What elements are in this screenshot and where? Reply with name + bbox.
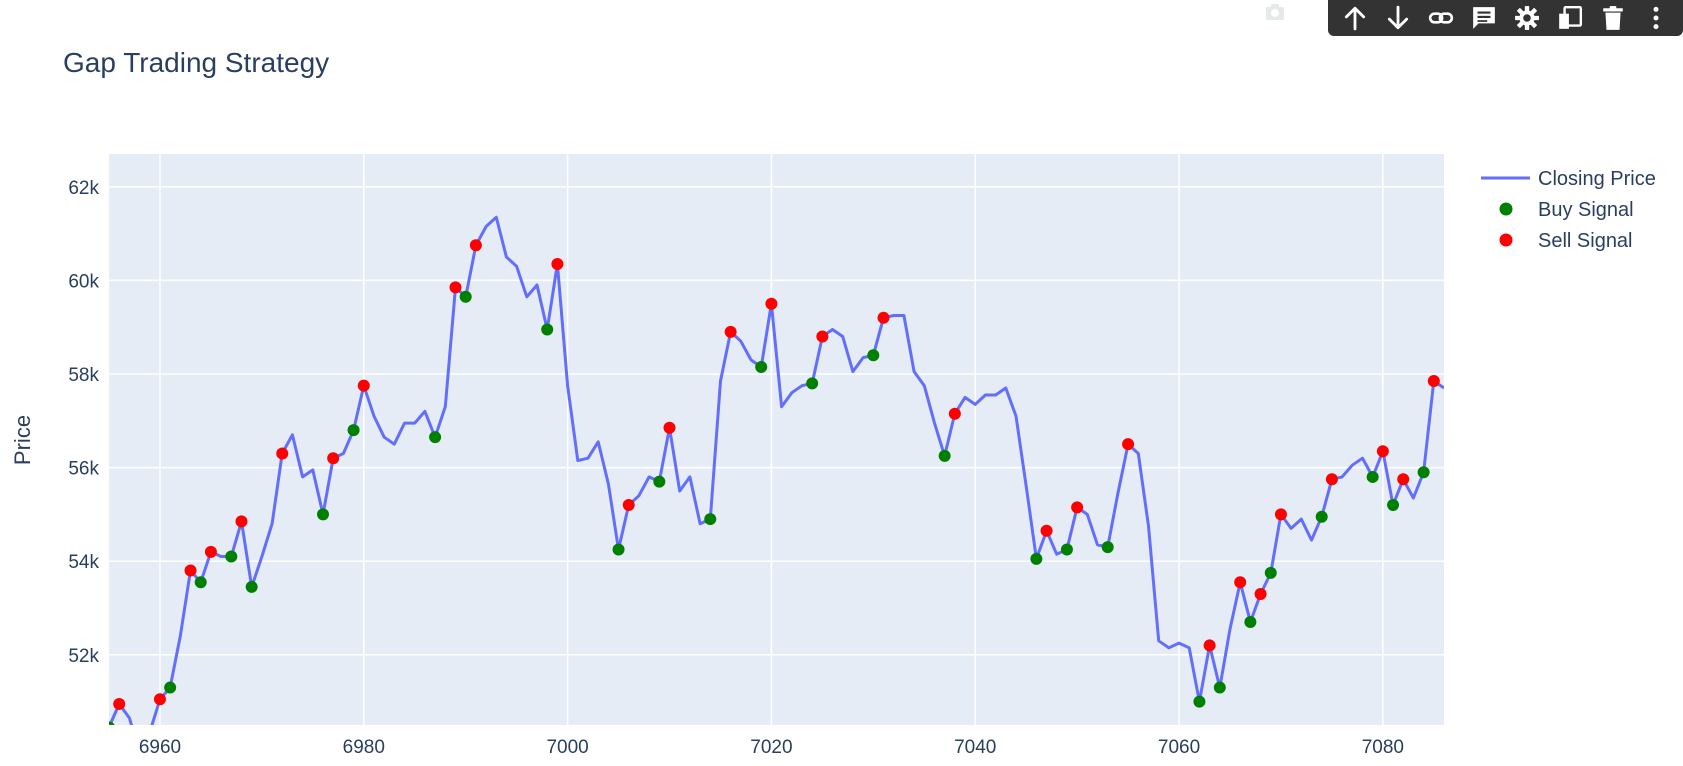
sell-signal-marker[interactable]: [204, 545, 217, 558]
sell-signal-marker[interactable]: [113, 697, 126, 710]
chart-title: Gap Trading Strategy: [63, 47, 329, 78]
sell-signal-marker[interactable]: [948, 407, 961, 420]
sell-signal-marker[interactable]: [622, 499, 635, 512]
trash-icon[interactable]: [1595, 2, 1631, 34]
buy-signal-marker[interactable]: [704, 513, 717, 526]
legend-label: Closing Price: [1538, 168, 1656, 190]
buy-signal-marker[interactable]: [755, 360, 768, 373]
sell-signal-marker[interactable]: [1254, 587, 1267, 600]
sell-signal-marker[interactable]: [449, 281, 462, 294]
x-tick-label: 7040: [954, 737, 996, 758]
buy-signal-marker[interactable]: [225, 550, 238, 563]
x-tick-label: 6960: [139, 737, 181, 758]
buy-signal-marker[interactable]: [612, 543, 625, 556]
sell-signal-marker[interactable]: [276, 447, 289, 460]
x-tick-label: 7060: [1158, 737, 1200, 758]
buy-signal-marker[interactable]: [1213, 681, 1226, 694]
y-tick-label: 60k: [68, 271, 99, 292]
more-vertical-icon[interactable]: [1638, 2, 1674, 34]
legend-item-sell-signal[interactable]: Sell Signal: [1499, 230, 1633, 252]
buy-signal-marker[interactable]: [1315, 510, 1328, 523]
y-tick-label: 56k: [68, 459, 99, 480]
buy-signal-marker[interactable]: [245, 580, 258, 593]
sell-signal-marker[interactable]: [663, 421, 676, 434]
sell-signal-marker[interactable]: [551, 257, 564, 270]
sell-signal-marker[interactable]: [1040, 524, 1053, 537]
link-icon[interactable]: [1423, 2, 1459, 34]
comment-icon[interactable]: [1466, 2, 1502, 34]
x-tick-label: 6980: [343, 737, 385, 758]
camera-icon[interactable]: [1260, 0, 1290, 24]
sell-signal-marker[interactable]: [153, 693, 166, 706]
buy-signal-marker[interactable]: [459, 290, 472, 303]
buy-signal-marker[interactable]: [1417, 466, 1430, 479]
y-tick-label: 52k: [68, 646, 99, 667]
x-tick-label: 7080: [1362, 737, 1404, 758]
sell-signal-marker[interactable]: [1203, 639, 1216, 652]
sell-signal-marker[interactable]: [1427, 374, 1440, 387]
copy-icon[interactable]: [1552, 2, 1588, 34]
gear-icon[interactable]: [1509, 2, 1545, 34]
legend-item-buy-signal[interactable]: Buy Signal: [1499, 199, 1634, 221]
buy-signal-marker[interactable]: [1264, 566, 1277, 579]
buy-signal-marker[interactable]: [653, 475, 666, 488]
sell-signal-marker[interactable]: [765, 297, 778, 310]
buy-signal-marker[interactable]: [347, 424, 360, 437]
y-tick-label: 58k: [68, 365, 99, 386]
series-layer: [103, 215, 1444, 733]
x-axis-ticks: 6960 6980 7000 7020 7040 7060 7080: [139, 737, 1404, 758]
sell-signal-marker[interactable]: [1234, 576, 1247, 589]
arrow-down-icon[interactable]: [1380, 2, 1416, 34]
legend-marker-swatch: [1499, 233, 1513, 247]
buy-signal-marker[interactable]: [1366, 470, 1379, 483]
sell-signal-marker[interactable]: [1397, 473, 1410, 486]
sell-signal-marker[interactable]: [235, 515, 248, 528]
buy-signal-marker[interactable]: [429, 431, 442, 444]
buy-signal-marker[interactable]: [1030, 552, 1043, 565]
y-tick-label: 54k: [68, 552, 99, 573]
buy-signal-marker[interactable]: [1060, 543, 1073, 556]
buy-signal-marker[interactable]: [806, 377, 819, 390]
arrow-up-icon[interactable]: [1337, 2, 1373, 34]
buy-signal-marker[interactable]: [1193, 695, 1206, 708]
plot-area: [109, 154, 1444, 725]
y-axis-ticks: 52k 54k 56k 58k 60k 62k: [68, 178, 99, 667]
legend-marker-swatch: [1499, 202, 1513, 216]
closing-price-line: [109, 215, 1444, 725]
buy-signal-marker[interactable]: [1101, 541, 1114, 554]
legend-label: Sell Signal: [1538, 230, 1633, 252]
x-tick-label: 7020: [750, 737, 792, 758]
buy-signal-marker[interactable]: [541, 323, 554, 336]
buy-signal-marker[interactable]: [938, 449, 951, 462]
sell-signal-marker[interactable]: [816, 330, 829, 343]
sell-signal-marker[interactable]: [357, 379, 370, 392]
sell-signal-marker[interactable]: [1274, 508, 1287, 521]
buy-signal-marker[interactable]: [194, 576, 207, 589]
sell-signal-marker[interactable]: [1376, 445, 1389, 458]
sell-signal-marker[interactable]: [1122, 438, 1135, 451]
sell-signal-marker[interactable]: [1071, 501, 1084, 514]
buy-signal-marker[interactable]: [164, 681, 177, 694]
sell-signal-marker[interactable]: [469, 239, 482, 252]
buy-signal-marker[interactable]: [1387, 499, 1400, 512]
y-axis-title: Price: [10, 415, 35, 465]
buy-signal-marker[interactable]: [1244, 616, 1257, 629]
modebar: [1328, 0, 1683, 36]
sell-signal-marker[interactable]: [877, 311, 890, 324]
sell-signal-marker[interactable]: [184, 564, 197, 577]
legend-label: Buy Signal: [1538, 199, 1634, 221]
sell-signal-marker[interactable]: [724, 325, 737, 338]
buy-signal-marker[interactable]: [317, 508, 330, 521]
sell-signal-marker[interactable]: [327, 452, 340, 465]
legend[interactable]: Closing Price Buy Signal Sell Signal: [1481, 168, 1656, 252]
buy-signal-marker[interactable]: [867, 349, 880, 362]
x-tick-label: 7000: [546, 737, 588, 758]
buy-signal-marker[interactable]: [103, 721, 115, 733]
sell-signal-marker[interactable]: [1325, 473, 1338, 486]
legend-item-closing-price[interactable]: Closing Price: [1481, 168, 1656, 190]
y-tick-label: 62k: [68, 178, 99, 199]
